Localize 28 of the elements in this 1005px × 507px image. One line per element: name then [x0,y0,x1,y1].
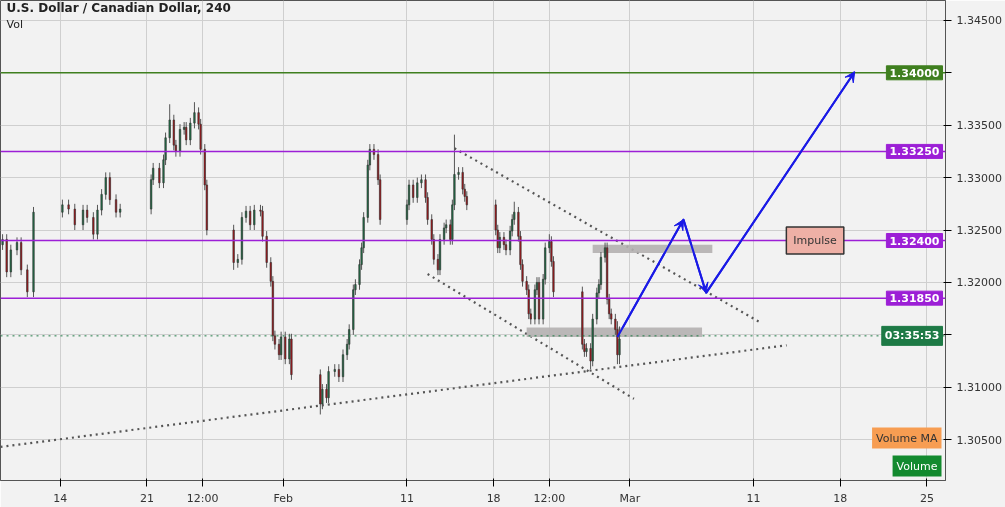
annotation: Volume [896,459,938,473]
chart-title: U.S. Dollar / Canadian Dollar, 240 [6,0,231,15]
x-tick-label: 21 [140,491,154,505]
x-tick-label: Mar [619,491,641,505]
ref-line-label: 1.34000 [889,66,940,80]
x-tick-label: 12:00 [186,491,219,505]
x-tick-label: 18 [486,491,501,505]
ref-line-label: 1.33250 [889,145,940,159]
x-tick-label: 14 [53,491,68,505]
y-tick-label: 1.31000 [956,381,1002,395]
x-tick-label: 12:00 [533,491,566,505]
x-tick-label: Feb [273,491,293,505]
y-tick-label: 1.33000 [956,171,1002,185]
annotation: Vol [6,17,23,31]
y-tick-label: 1.32000 [956,276,1002,290]
ref-line-label: 1.31850 [889,292,940,306]
ref-line-label: 1.32400 [889,234,940,248]
x-tick-label: 11 [746,491,761,505]
annotation: Volume MA [876,431,938,445]
x-tick-label: 18 [833,491,848,505]
annotation: 03:35:53 [884,329,940,343]
x-tick-label: 25 [919,491,934,505]
y-tick-label: 1.34500 [956,14,1002,28]
y-tick-label: 1.30500 [956,433,1002,447]
annotation: Impulse [793,233,838,247]
y-tick-label: 1.33500 [956,119,1002,133]
y-tick-label: 1.32500 [956,224,1002,238]
x-tick-label: 11 [399,491,414,505]
